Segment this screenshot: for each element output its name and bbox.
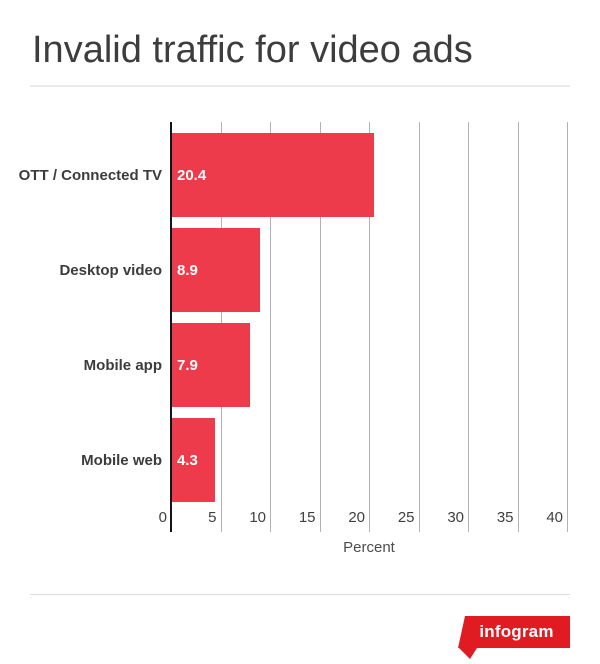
x-tick-label-30: 30 bbox=[447, 509, 464, 526]
bar-ott-connected-tv: 20.4 bbox=[172, 133, 374, 217]
x-tick-label-0: 0 bbox=[158, 509, 167, 526]
infogram-logo-text: infogram bbox=[479, 622, 554, 641]
bar-chart: 20.4 8.9 7.9 4.3 0 5 10 15 20 25 30 35 40 OTT / Conn… bbox=[18, 122, 568, 556]
gridline-10 bbox=[270, 122, 271, 532]
bar-value-label-mobile-app: 7.9 bbox=[177, 356, 198, 374]
gridline-15 bbox=[319, 122, 321, 532]
bar-value-label-mobile-web: 4.3 bbox=[177, 451, 198, 469]
infogram-logo[interactable]: infogram bbox=[455, 616, 570, 659]
gridline-30 bbox=[468, 122, 469, 532]
bar-value-label-desktop-video: 8.9 bbox=[177, 261, 198, 279]
x-axis-title: Percent bbox=[343, 539, 395, 556]
gridline-40 bbox=[567, 122, 568, 532]
x-tick-label-35: 35 bbox=[496, 509, 514, 526]
x-tick-label-15: 15 bbox=[298, 509, 316, 526]
gridline-35 bbox=[517, 122, 519, 532]
x-tick-label-40: 40 bbox=[546, 509, 563, 526]
bar-value-label-ott-connected-tv: 20.4 bbox=[177, 166, 207, 184]
x-tick-label-5: 5 bbox=[208, 509, 217, 526]
infogram-logo-bubble-icon bbox=[458, 616, 570, 659]
category-label-mobile-web: Mobile web bbox=[81, 451, 162, 469]
bar-mobile-web: 4.3 bbox=[172, 418, 215, 502]
category-label-desktop-video: Desktop video bbox=[59, 261, 162, 279]
category-label-ott-connected-tv: OTT / Connected TV bbox=[18, 166, 162, 184]
x-tick-label-20: 20 bbox=[348, 509, 365, 526]
gridline-25 bbox=[418, 122, 420, 532]
category-label-mobile-app: Mobile app bbox=[83, 356, 162, 374]
page-title: Invalid traffic for video ads bbox=[32, 29, 473, 71]
bar-mobile-app: 7.9 bbox=[172, 323, 250, 407]
title-divider bbox=[30, 85, 570, 87]
gridline-20 bbox=[369, 122, 370, 532]
bar-desktop-video: 8.9 bbox=[172, 228, 260, 312]
x-tick-label-25: 25 bbox=[397, 509, 415, 526]
footer-divider bbox=[30, 594, 570, 595]
x-tick-label-10: 10 bbox=[249, 509, 266, 526]
y-axis-line bbox=[170, 122, 172, 532]
